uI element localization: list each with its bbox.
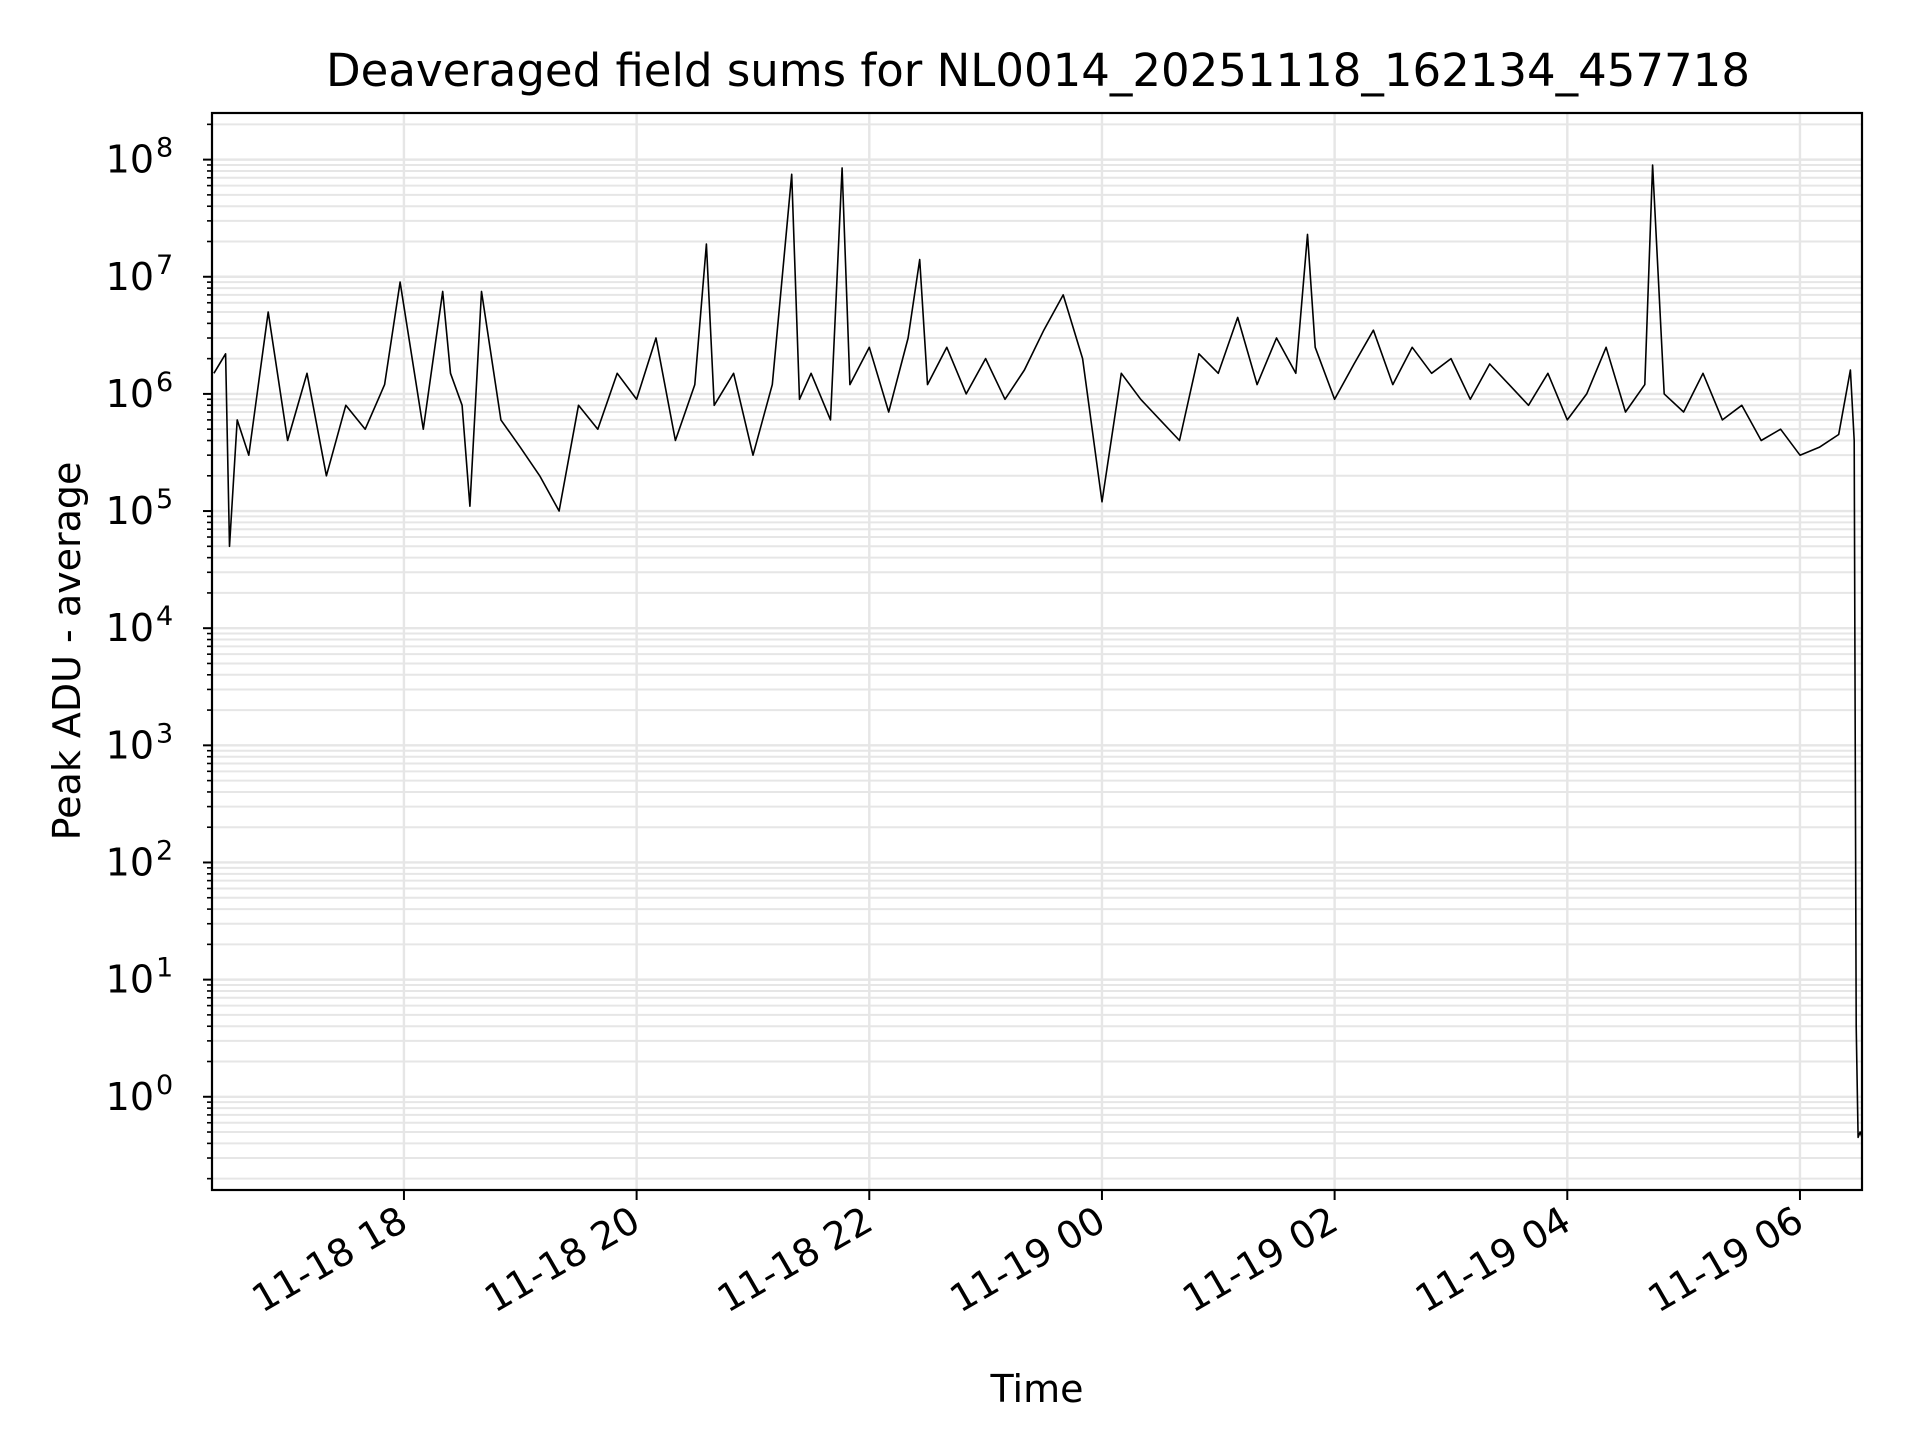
y-tick-exponent: 8 <box>156 133 173 164</box>
plot-frame <box>210 111 1864 1192</box>
y-tick-label: 10 <box>106 606 154 650</box>
y-tick-label: 10 <box>106 138 154 182</box>
y-tick-exponent: 7 <box>156 250 173 281</box>
y-tick-exponent: 1 <box>156 953 173 984</box>
data-series-line <box>213 164 1863 1139</box>
y-tick-label: 10 <box>106 723 154 767</box>
y-tick-exponent: 5 <box>156 484 173 515</box>
y-tick-label: 10 <box>106 840 154 884</box>
y-tick-exponent: 6 <box>156 367 173 398</box>
chart-title: Deaveraged field sums for NL0014_2025111… <box>326 44 1750 97</box>
y-tick-label: 10 <box>106 958 154 1002</box>
x-axis-label: Time <box>990 1367 1084 1411</box>
y-tick-exponent: 0 <box>156 1070 173 1101</box>
y-tick-label: 10 <box>106 255 154 299</box>
y-tick-exponent: 4 <box>156 601 173 632</box>
y-tick-exponent: 3 <box>156 718 173 749</box>
y-axis-label: Peak ADU - average <box>45 462 89 841</box>
y-tick-exponent: 2 <box>156 835 173 866</box>
y-tick-label: 10 <box>106 489 154 533</box>
y-tick-label: 10 <box>106 372 154 416</box>
y-tick-label: 10 <box>106 1075 154 1119</box>
grid <box>212 113 1862 1190</box>
series-layer <box>213 164 1863 1139</box>
